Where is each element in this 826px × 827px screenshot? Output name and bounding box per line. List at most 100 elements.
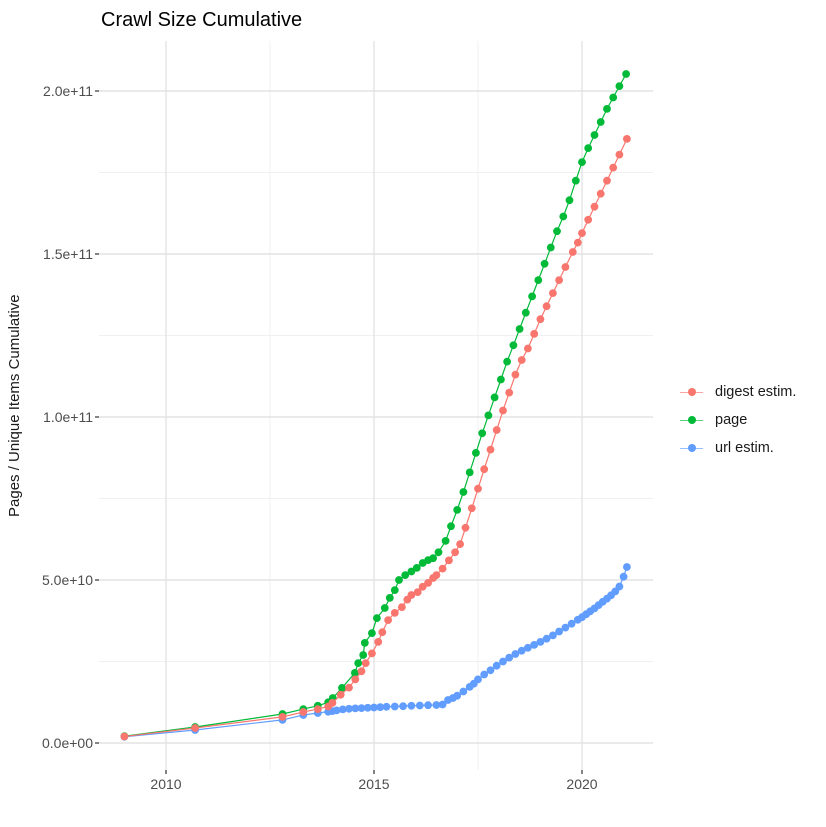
data-point-digest [390, 609, 399, 617]
y-tick-label: 1.5e+11 [43, 246, 93, 262]
data-point-digest [191, 724, 200, 732]
data-point-page [484, 411, 493, 420]
data-point-digest [596, 189, 605, 198]
legend-key-page-icon [680, 412, 703, 428]
data-point-url [363, 703, 372, 712]
legend-item-page: page [680, 406, 796, 434]
data-point-digest [413, 588, 422, 596]
data-point-digest [299, 708, 308, 716]
legend: digest estim. page url estim. [680, 378, 796, 462]
data-point-url [376, 703, 385, 711]
data-point-digest [568, 248, 577, 256]
legend-label-url: url estim. [715, 440, 774, 456]
data-point-digest [517, 356, 526, 364]
data-point-digest [536, 315, 545, 324]
x-tick-label: 2020 [566, 776, 597, 792]
data-point-url [382, 702, 391, 711]
data-point-page [478, 429, 487, 438]
data-point-url [357, 704, 366, 712]
data-point-page [565, 196, 574, 205]
axes: 2010 2015 2020 0.0e+00 5.0e+10 1.0e+11 1.5e+11… [42, 83, 598, 792]
data-point-digest [623, 135, 631, 143]
data-point-url [619, 572, 628, 581]
data-point-digest [374, 638, 383, 646]
data-point-page [521, 308, 530, 317]
data-point-page [490, 393, 499, 402]
series-line-digest [124, 138, 628, 738]
data-point-page [622, 70, 630, 78]
data-point-page [590, 131, 599, 139]
legend-item-digest: digest estim. [680, 378, 796, 406]
data-point-page [412, 564, 421, 572]
data-point-page [351, 669, 359, 677]
data-point-page [360, 639, 369, 647]
data-point-url [542, 634, 551, 643]
data-point-page [385, 594, 394, 602]
data-point-page [553, 227, 561, 236]
data-point-url [492, 661, 501, 670]
data-point-url [517, 646, 526, 655]
data-point-digest [511, 370, 520, 379]
data-point-digest [351, 675, 360, 684]
data-point-page [338, 684, 346, 692]
data-point-digest [278, 713, 287, 721]
data-point-digest [542, 302, 551, 311]
data-point-url [459, 687, 468, 696]
minor-gridlines [99, 41, 653, 770]
data-point-digest [361, 659, 370, 667]
data-point-digest [474, 484, 482, 493]
data-point-digest [357, 667, 366, 676]
data-point-page [559, 212, 568, 221]
data-point-digest [345, 683, 353, 692]
data-point-url [453, 691, 462, 700]
y-tick-label: 5.0e+10 [42, 572, 93, 588]
y-tick-label: 1.0e+11 [43, 409, 93, 425]
data-point-page [390, 586, 399, 594]
data-point-page [380, 604, 389, 612]
y-tick-label: 0.0e+00 [42, 735, 93, 751]
legend-key-url-icon [680, 440, 703, 456]
data-point-page [434, 548, 443, 557]
chart-title: Crawl Size Cumulative [101, 9, 303, 31]
data-point-digest [461, 523, 470, 532]
data-point-page [528, 292, 536, 301]
data-point-url [561, 623, 570, 632]
data-point-digest [590, 202, 599, 211]
data-point-page [534, 276, 543, 284]
data-point-digest [467, 504, 476, 513]
data-point-url [499, 657, 507, 666]
data-point-url [623, 563, 631, 571]
data-point-digest [313, 705, 322, 713]
data-point-digest [328, 699, 337, 707]
data-point-url [407, 701, 416, 710]
data-point-digest [499, 406, 507, 415]
x-tick-label: 2015 [358, 776, 389, 792]
data-point-url [530, 641, 539, 649]
data-point-url [432, 701, 441, 709]
data-point-page [503, 357, 511, 366]
data-point-url [536, 638, 545, 646]
data-point-digest [398, 603, 406, 611]
data-point-digest [584, 215, 593, 224]
data-point-page [596, 118, 605, 126]
legend-label-digest: digest estim. [715, 384, 797, 400]
data-point-digest [603, 176, 611, 185]
data-point-page [441, 537, 450, 545]
data-point-url [505, 653, 514, 662]
data-point-digest [505, 388, 514, 397]
x-tick-label: 2010 [150, 776, 181, 792]
data-point-url [399, 702, 407, 711]
data-point-digest [451, 548, 459, 557]
data-point-url [567, 619, 576, 628]
data-point-url [555, 627, 563, 636]
data-point-digest [336, 690, 345, 699]
data-point-digest [368, 649, 376, 658]
data-point-page [359, 651, 368, 659]
data-point-page [609, 93, 618, 102]
data-point-url [524, 643, 532, 652]
y-tick-label: 2.0e+11 [43, 83, 93, 99]
data-point-url [351, 704, 360, 713]
data-point-page [472, 449, 480, 457]
data-point-digest [492, 426, 501, 434]
